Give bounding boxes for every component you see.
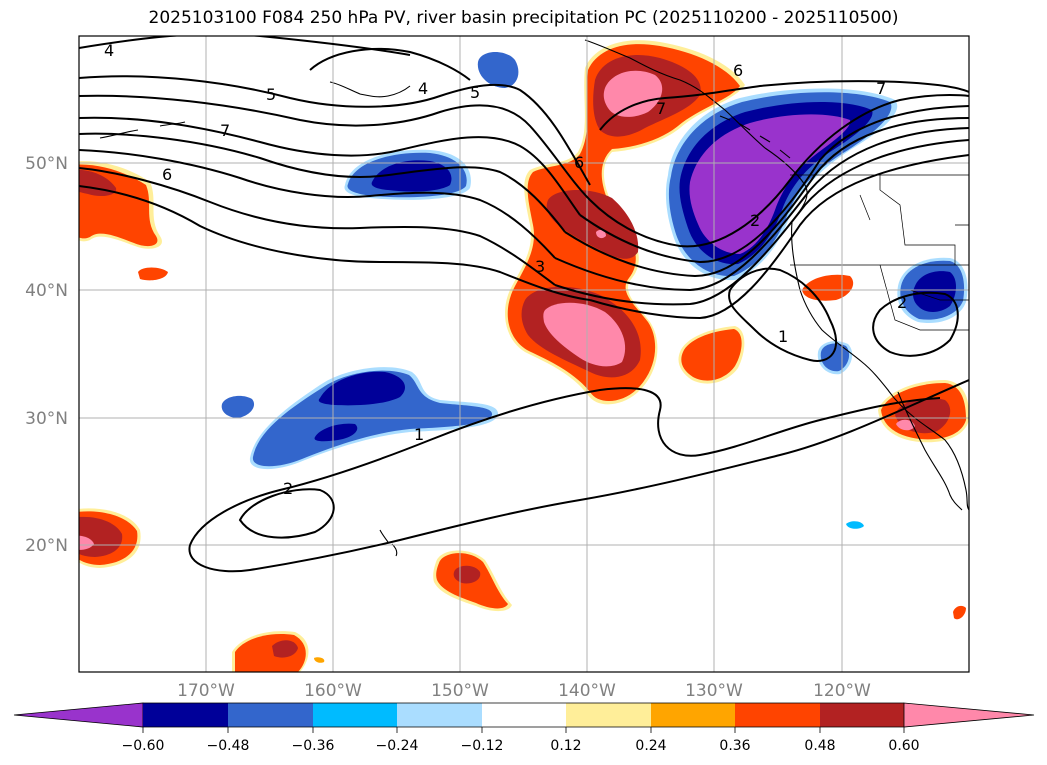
colorbar-ticks xyxy=(142,727,905,733)
colorbar-segment xyxy=(482,703,566,727)
contour-label: 2 xyxy=(897,293,907,312)
colorbar-segment xyxy=(313,703,397,727)
colorbar: −0.60 −0.48 −0.36 −0.24 −0.12 0.12 0.24 … xyxy=(13,702,1035,754)
contour-label: 7 xyxy=(220,121,230,140)
contour-label: 2 xyxy=(750,211,760,230)
map-frame xyxy=(78,35,970,673)
contour-4-trough xyxy=(564,117,969,278)
colorbar-segment xyxy=(143,703,228,727)
colorbar-tick-label: −0.48 xyxy=(207,738,250,754)
contour-label: 1 xyxy=(414,425,424,444)
lon-label-170w: 170°W xyxy=(177,681,235,701)
colorbar-tick-label: 0.24 xyxy=(635,738,666,754)
contour-label-group: 4 5 4 5 7 6 6 7 7 6 2 3 1 1 2 2 xyxy=(104,41,907,498)
contour-4-loop xyxy=(309,47,471,81)
contour-6c xyxy=(79,149,556,259)
colorbar-segment xyxy=(397,703,482,727)
colorbar-tick-labels: −0.60 −0.48 −0.36 −0.24 −0.12 0.12 0.24 … xyxy=(122,738,920,754)
contour-label: 6 xyxy=(733,61,743,80)
contour-label: 3 xyxy=(535,257,545,276)
contour-6-trough xyxy=(589,94,969,248)
lon-label-140w: 140°W xyxy=(558,681,616,701)
lat-label-40n: 40°N xyxy=(25,281,68,301)
contour-7b xyxy=(599,80,969,131)
contour-3-trough xyxy=(554,127,969,292)
colorbar-tick-label: 0.60 xyxy=(888,738,919,754)
contour-2-trough xyxy=(554,139,969,306)
longitude-labels: 170°W 160°W 150°W 140°W 130°W 120°W xyxy=(177,681,871,701)
lat-label-30n: 30°N xyxy=(25,409,68,429)
colorbar-segment xyxy=(651,703,735,727)
contour-label: 4 xyxy=(418,79,428,98)
colorbar-segment xyxy=(228,703,313,727)
contour-label: 6 xyxy=(574,153,584,172)
contour-1-closed xyxy=(728,267,837,362)
contour-6a xyxy=(79,94,591,201)
contour-5b xyxy=(79,167,556,286)
contour-5-trough xyxy=(579,105,969,264)
colorbar-extend-left xyxy=(13,702,144,728)
contour-2-closed-west xyxy=(238,488,335,539)
positive-anomaly-western-pacific-south xyxy=(79,508,325,672)
lat-label-20n: 20°N xyxy=(25,536,68,556)
colorbar-tick-label: −0.24 xyxy=(376,738,419,754)
positive-anomaly-west-edge xyxy=(79,161,168,281)
colorbar-outline xyxy=(143,702,904,728)
colorbar-segment xyxy=(566,703,651,727)
contour-label: 4 xyxy=(104,41,114,60)
lat-label-50n: 50°N xyxy=(25,154,68,174)
lon-label-130w: 130°W xyxy=(685,681,743,701)
gridlines xyxy=(79,36,969,672)
contour-1-south-lower xyxy=(188,379,969,573)
latitude-labels: 50°N 40°N 30°N 20°N xyxy=(25,154,68,556)
contour-2-closed-east xyxy=(872,291,959,357)
lon-label-160w: 160°W xyxy=(304,681,362,701)
contour-label: 5 xyxy=(470,83,480,102)
colorbar-tick-label: 0.12 xyxy=(550,738,581,754)
contour-label: 7 xyxy=(656,99,666,118)
contour-label: 6 xyxy=(162,165,172,184)
contour-1-trough xyxy=(589,154,969,320)
colorbar-extend-right xyxy=(903,702,1035,728)
colorbar-tick-label: 0.48 xyxy=(804,738,835,754)
lon-label-120w: 120°W xyxy=(813,681,871,701)
colorbar-tick-label: −0.12 xyxy=(461,738,504,754)
negative-anomaly-alaska-gulf xyxy=(477,51,519,88)
contour-5 xyxy=(79,75,591,186)
contour-label: 2 xyxy=(283,479,293,498)
colorbar-tick-label: −0.36 xyxy=(292,738,335,754)
contour-4b xyxy=(79,185,591,301)
colorbar-segment xyxy=(735,703,820,727)
west-state-borders xyxy=(790,224,969,331)
contour-1-south xyxy=(189,387,941,546)
bc-islands xyxy=(719,115,791,159)
negative-anomaly-north-pacific xyxy=(344,149,471,200)
lon-label-150w: 150°W xyxy=(431,681,489,701)
contour-label: 7 xyxy=(876,79,886,98)
contour-6b xyxy=(79,116,581,216)
aleutian-arc-east xyxy=(329,81,411,98)
figure-title: 2025103100 F084 250 hPa PV, river basin … xyxy=(148,8,899,28)
pv-contours xyxy=(79,36,969,573)
contour-7 xyxy=(79,132,566,233)
positive-anomaly-hawaii-east xyxy=(433,550,512,612)
colorbar-tick-label: −0.60 xyxy=(122,738,165,754)
contour-label: 1 xyxy=(778,327,788,346)
map-panel: 4 5 4 5 7 6 6 7 7 6 2 3 1 1 2 2 xyxy=(79,36,969,672)
colorbar-tick-label: 0.36 xyxy=(719,738,750,754)
colorbar-segment xyxy=(820,703,904,727)
contour-label: 5 xyxy=(266,85,276,104)
